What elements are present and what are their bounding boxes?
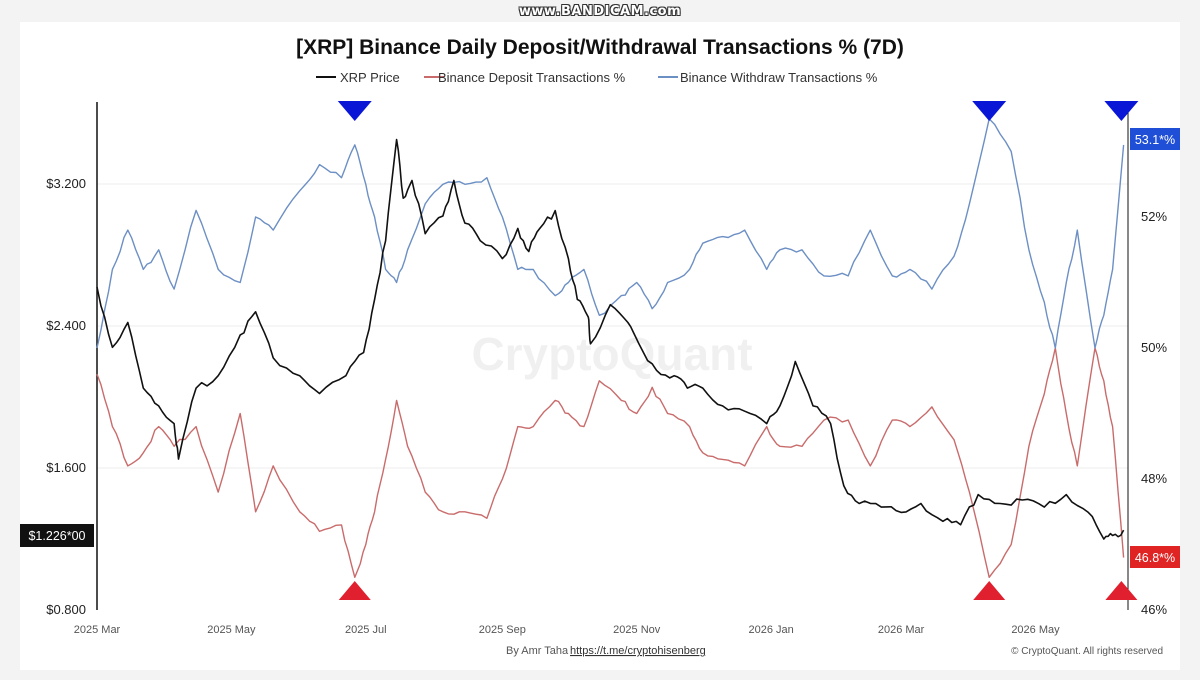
bottom-signal-triangle (338, 581, 371, 600)
gridlines (97, 183, 1128, 469)
top-signal-triangle (972, 101, 1007, 121)
x-tick-label: 2025 May (207, 624, 256, 636)
watermark-text: www.BANDICAM.com (518, 3, 682, 19)
x-tick-label: 2026 Jan (748, 624, 793, 636)
bottom-signal-triangle (1105, 581, 1138, 600)
x-tick-label: 2026 May (1011, 624, 1060, 636)
legend-label-withdraw: Binance Withdraw Transactions % (680, 70, 878, 85)
copyright-notice: © CryptoQuant. All rights reserved (1011, 646, 1163, 657)
y-right-tick-label: 48% (1141, 471, 1167, 486)
top-signal-triangle (1104, 101, 1139, 121)
withdraw-tag-text: 53.1*% (1135, 133, 1175, 147)
deposit-value-tag: 46.8*% (1130, 546, 1180, 568)
footer-link[interactable]: https://t.me/cryptohisenberg (570, 645, 706, 657)
legend-label-deposit: Binance Deposit Transactions % (438, 70, 626, 85)
footer-author: By Amr Taha (506, 645, 569, 657)
legend-label-price: XRP Price (340, 70, 400, 85)
series-line-xrp-price (96, 138, 1125, 540)
y-left-tick-label: $3.200 (46, 176, 86, 191)
y-left-tick-label: $0.800 (46, 602, 86, 617)
chart-svg: [XRP] Binance Daily Deposit/Withdrawal T… (20, 36, 1180, 657)
y-left-tick-label: $2.400 (46, 318, 86, 333)
price-tag: $1.226*00 (20, 524, 94, 547)
screen-recorder-watermark: www.BANDICAM.com (0, 0, 1200, 22)
x-tick-label: 2025 Sep (479, 624, 526, 636)
x-tick-label: 2025 Mar (74, 624, 121, 636)
deposit-tag-text: 46.8*% (1135, 551, 1175, 565)
series-line-withdraw-pct (96, 118, 1125, 349)
y-right-tick-label: 50% (1141, 340, 1167, 355)
chart-card: [XRP] Binance Daily Deposit/Withdrawal T… (20, 22, 1180, 670)
cryptoquant-background-watermark: CryptoQuant (471, 328, 752, 380)
tick-labels: $0.800 $1.600 $2.400 $3.200 46% 48% 50% 52% 2025… (46, 176, 1167, 636)
x-tick-label: 2026 Mar (878, 624, 925, 636)
withdraw-tag-bg (1130, 128, 1180, 150)
y-right-tick-label: 46% (1141, 602, 1167, 617)
y-right-tick-label: 52% (1141, 209, 1167, 224)
y-left-tick-label: $1.600 (46, 460, 86, 475)
bottom-signal-triangle (973, 581, 1006, 600)
x-tick-label: 2025 Nov (613, 624, 661, 636)
price-tag-text: $1.226*00 (28, 529, 85, 543)
withdraw-value-tag: 53.1*% (1130, 128, 1180, 150)
series-line-deposit-pct (96, 347, 1125, 578)
annotations (337, 101, 1139, 600)
chart-title: [XRP] Binance Daily Deposit/Withdrawal T… (296, 36, 904, 59)
legend: XRP Price Binance Deposit Transactions %… (316, 70, 878, 85)
x-tick-label: 2025 Jul (345, 624, 387, 636)
deposit-tag-bg (1130, 546, 1180, 568)
top-signal-triangle (337, 101, 372, 121)
